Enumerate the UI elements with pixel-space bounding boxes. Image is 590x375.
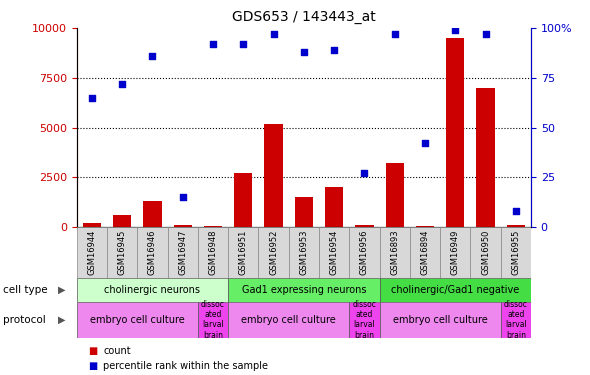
FancyBboxPatch shape [319, 227, 349, 278]
Text: GSM16955: GSM16955 [512, 230, 520, 275]
FancyBboxPatch shape [349, 227, 379, 278]
Text: ▶: ▶ [58, 315, 65, 325]
Bar [416, 226, 434, 227]
FancyBboxPatch shape [77, 227, 107, 278]
FancyBboxPatch shape [349, 302, 379, 338]
FancyBboxPatch shape [77, 278, 228, 302]
FancyBboxPatch shape [107, 227, 137, 278]
FancyBboxPatch shape [137, 227, 168, 278]
FancyBboxPatch shape [379, 278, 531, 302]
FancyBboxPatch shape [289, 227, 319, 278]
Point [208, 41, 218, 47]
FancyBboxPatch shape [198, 302, 228, 338]
Text: GSM16947: GSM16947 [178, 230, 187, 275]
Text: dissoc
ated
larval
brain: dissoc ated larval brain [201, 300, 225, 340]
Text: cholinergic/Gad1 negative: cholinergic/Gad1 negative [391, 285, 519, 295]
Point [148, 53, 157, 59]
Bar [204, 226, 222, 227]
FancyBboxPatch shape [77, 302, 198, 338]
FancyBboxPatch shape [258, 227, 289, 278]
Point [299, 49, 309, 55]
Text: GSM16953: GSM16953 [299, 230, 309, 275]
Text: GSM16894: GSM16894 [421, 230, 430, 275]
Text: count: count [103, 346, 131, 355]
Bar [386, 163, 404, 227]
Text: GSM16946: GSM16946 [148, 230, 157, 275]
Text: GSM16952: GSM16952 [269, 230, 278, 275]
FancyBboxPatch shape [501, 227, 531, 278]
Text: cholinergic neurons: cholinergic neurons [104, 285, 201, 295]
Text: embryo cell culture: embryo cell culture [393, 315, 487, 325]
Bar [173, 225, 192, 227]
Point [329, 47, 339, 53]
Bar [355, 225, 373, 227]
FancyBboxPatch shape [470, 227, 501, 278]
Text: dissoc
ated
larval
brain: dissoc ated larval brain [504, 300, 528, 340]
Point [178, 194, 188, 200]
Text: protocol: protocol [3, 315, 45, 325]
Text: dissoc
ated
larval
brain: dissoc ated larval brain [352, 300, 376, 340]
Text: Gad1 expressing neurons: Gad1 expressing neurons [241, 285, 366, 295]
Text: GSM16956: GSM16956 [360, 230, 369, 275]
Point [269, 31, 278, 37]
Text: cell type: cell type [3, 285, 48, 295]
Point [511, 208, 520, 214]
Text: embryo cell culture: embryo cell culture [90, 315, 185, 325]
FancyBboxPatch shape [410, 227, 440, 278]
Bar [143, 201, 162, 227]
Text: GSM16945: GSM16945 [117, 230, 127, 275]
Point [360, 170, 369, 176]
Text: ■: ■ [88, 361, 98, 370]
Text: GSM16893: GSM16893 [390, 230, 399, 275]
Text: embryo cell culture: embryo cell culture [241, 315, 336, 325]
Title: GDS653 / 143443_at: GDS653 / 143443_at [232, 10, 376, 24]
FancyBboxPatch shape [198, 227, 228, 278]
Point [87, 95, 97, 101]
Text: GSM16950: GSM16950 [481, 230, 490, 275]
Text: ▶: ▶ [58, 285, 65, 295]
Point [390, 31, 399, 37]
Text: GSM16951: GSM16951 [239, 230, 248, 275]
Text: GSM16944: GSM16944 [87, 230, 96, 275]
FancyBboxPatch shape [501, 302, 531, 338]
FancyBboxPatch shape [228, 302, 349, 338]
Point [117, 81, 127, 87]
FancyBboxPatch shape [379, 302, 501, 338]
Bar [264, 123, 283, 227]
FancyBboxPatch shape [168, 227, 198, 278]
Bar [446, 38, 464, 227]
Text: GSM16949: GSM16949 [451, 230, 460, 275]
Bar [234, 173, 253, 227]
Bar [83, 223, 101, 227]
Bar [507, 225, 525, 227]
FancyBboxPatch shape [228, 278, 379, 302]
Text: GSM16948: GSM16948 [208, 230, 218, 275]
FancyBboxPatch shape [440, 227, 470, 278]
FancyBboxPatch shape [228, 227, 258, 278]
Text: GSM16954: GSM16954 [330, 230, 339, 275]
Text: ■: ■ [88, 346, 98, 355]
Point [481, 31, 490, 37]
Point [238, 41, 248, 47]
Point [451, 27, 460, 33]
Text: percentile rank within the sample: percentile rank within the sample [103, 361, 268, 370]
Bar [477, 88, 494, 227]
Bar [113, 215, 131, 227]
FancyBboxPatch shape [379, 227, 410, 278]
Bar [325, 187, 343, 227]
Point [420, 140, 430, 146]
Bar [295, 197, 313, 227]
